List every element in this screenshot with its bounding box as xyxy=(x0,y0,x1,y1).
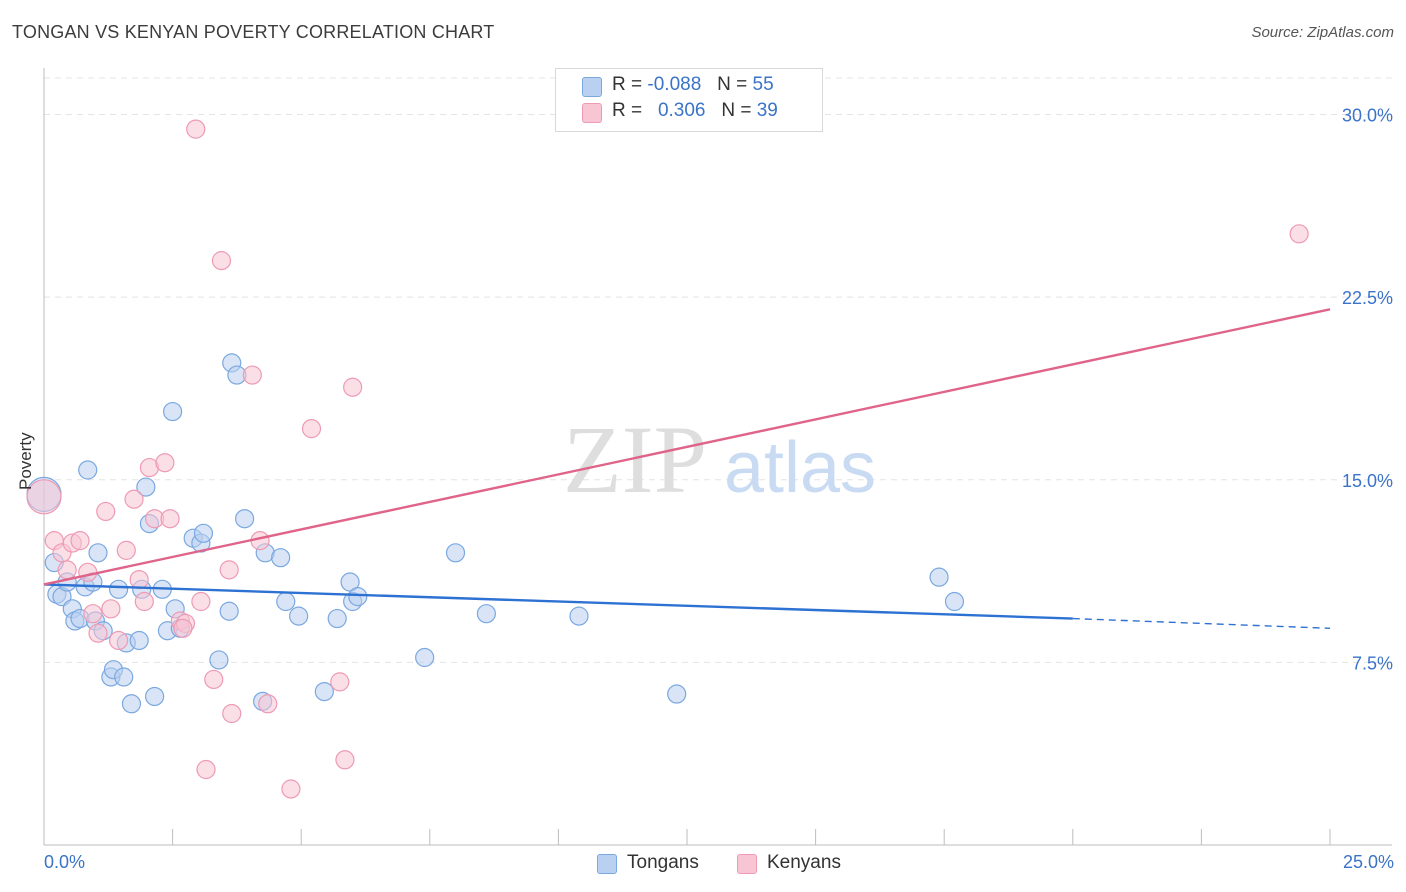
kenyans-swatch xyxy=(582,103,602,123)
kenyans-point xyxy=(219,560,239,580)
kenyans-point xyxy=(186,119,206,139)
tongans-point xyxy=(569,606,589,626)
tongans-point xyxy=(289,606,309,626)
correlation-legend: R = -0.088 N = 55 R = 0.306 N = 39 xyxy=(555,68,823,132)
tongans-point xyxy=(121,694,142,714)
tongans-point xyxy=(327,608,347,629)
legend-n-value-kenyans: 39 xyxy=(756,100,778,121)
y-tick-label: 22.5% xyxy=(1342,288,1393,308)
kenyans-point xyxy=(222,703,242,724)
tongans-point xyxy=(314,681,334,702)
kenyans-point xyxy=(129,569,149,590)
x-tick-max: 25.0% xyxy=(1342,852,1394,872)
watermark-atlas: atlas xyxy=(724,428,876,508)
kenyans-point xyxy=(78,562,98,582)
kenyans-point xyxy=(101,599,121,619)
y-tick-labels: 7.5% 15.0% 22.5% 30.0% xyxy=(1342,106,1393,674)
axes xyxy=(43,68,1392,846)
kenyans-point xyxy=(57,560,77,580)
legend-n-value-tongans: 55 xyxy=(752,74,774,95)
kenyans-point xyxy=(330,672,350,692)
kenyans-point xyxy=(258,694,278,714)
trend-lines xyxy=(43,308,1331,629)
kenyans-point xyxy=(343,377,363,397)
kenyans-point xyxy=(335,750,355,770)
kenyans-point xyxy=(196,759,216,780)
legend-n-label: N = xyxy=(717,74,748,95)
tongans-point xyxy=(114,667,134,687)
kenyans-point xyxy=(211,251,232,271)
chart-source: Source: ZipAtlas.com xyxy=(1251,24,1394,41)
tongans-point xyxy=(445,543,466,563)
chart-title: TONGAN VS KENYAN POVERTY CORRELATION CHA… xyxy=(12,22,495,42)
kenyans-trend-line xyxy=(43,308,1331,586)
tongans-point xyxy=(129,630,149,651)
tongans-point xyxy=(348,587,368,607)
legend-r-label: R = xyxy=(612,100,643,121)
tongans-point xyxy=(235,509,255,529)
legend-n-label: N = xyxy=(721,100,752,121)
kenyans-point xyxy=(191,591,211,612)
kenyans-point xyxy=(88,623,108,643)
tongans-point xyxy=(476,604,496,624)
tongans-point xyxy=(108,579,129,599)
legend-r-value-kenyans: 0.306 xyxy=(657,100,706,121)
kenyans-point xyxy=(108,630,129,651)
tongans-point xyxy=(163,401,183,422)
tongans-point xyxy=(209,650,229,670)
tongans-point xyxy=(929,567,949,587)
kenyans-point xyxy=(96,501,116,522)
tongans-point xyxy=(415,647,435,668)
tongans-point xyxy=(88,543,108,563)
kenyans-point xyxy=(281,779,301,799)
tongans-point xyxy=(144,686,165,707)
tongans-legend-swatch xyxy=(597,854,617,874)
kenyans-point xyxy=(124,489,144,509)
tongans-point xyxy=(667,684,687,704)
kenyans-point xyxy=(173,618,193,638)
data-points xyxy=(26,119,1309,799)
kenyans-point xyxy=(204,669,224,690)
kenyans-point xyxy=(70,531,90,551)
tongans-point xyxy=(271,548,291,568)
y-tick-label: 7.5% xyxy=(1352,653,1393,673)
tongans-point xyxy=(276,591,296,612)
watermark: ZIP atlas xyxy=(563,406,876,513)
x-tick-min: 0.0% xyxy=(44,852,86,872)
y-tick-label: 30.0% xyxy=(1342,106,1393,126)
kenyans-point xyxy=(26,479,62,515)
kenyans-point xyxy=(134,591,154,612)
legend-label-tongans: Tongans xyxy=(627,852,699,873)
legend-r-value-tongans: -0.088 xyxy=(647,74,702,95)
tongans-point xyxy=(944,591,965,612)
y-axis-label: Poverty xyxy=(16,432,35,490)
kenyans-point xyxy=(83,604,103,624)
y-tick-label: 15.0% xyxy=(1342,471,1393,491)
tongans-trend-line xyxy=(43,583,1073,620)
kenyans-point xyxy=(155,453,175,473)
watermark-zip: ZIP xyxy=(563,406,707,513)
kenyans-point xyxy=(242,365,262,385)
tongans-trend-extension xyxy=(1072,617,1331,629)
legend-r-label: R = xyxy=(612,74,643,95)
tongans-swatch xyxy=(582,77,602,97)
tongans-point xyxy=(193,523,214,543)
kenyans-point xyxy=(116,540,136,560)
tongans-point xyxy=(78,460,98,480)
tongans-point xyxy=(136,477,156,497)
legend-label-kenyans: Kenyans xyxy=(767,852,841,873)
kenyans-point xyxy=(301,419,322,439)
kenyans-point xyxy=(160,509,180,529)
kenyans-point xyxy=(1289,224,1309,244)
tongans-point xyxy=(219,601,239,621)
series-legend: Tongans Kenyans xyxy=(0,852,1406,878)
kenyans-legend-swatch xyxy=(737,854,757,874)
